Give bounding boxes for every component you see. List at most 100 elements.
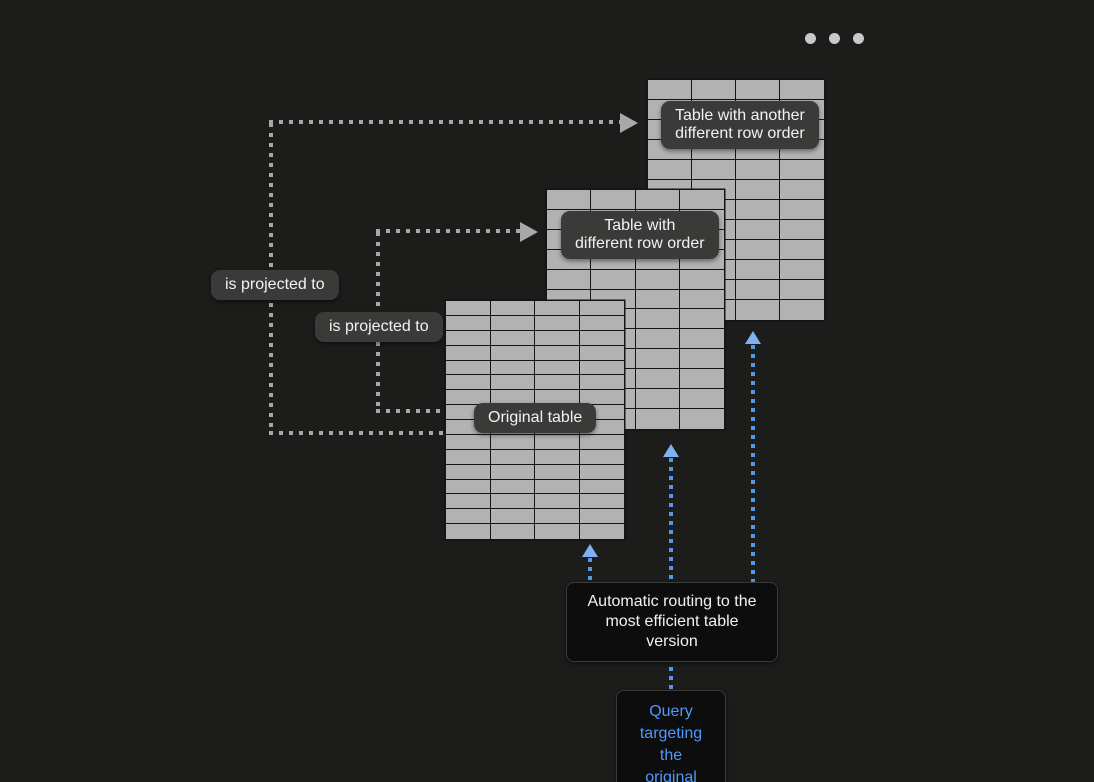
table-cell xyxy=(490,360,535,376)
table-cell xyxy=(579,479,624,495)
label-table-middle: Table with different row order xyxy=(561,211,719,259)
more-options-icon[interactable] xyxy=(805,33,864,44)
table-cell xyxy=(736,80,780,100)
table-cell xyxy=(579,509,624,525)
table-cell xyxy=(635,329,680,350)
table-cell xyxy=(490,479,535,495)
table-cell xyxy=(535,301,580,316)
label-table-original: Original table xyxy=(474,403,597,433)
table-cell xyxy=(579,375,624,391)
table-cell xyxy=(579,390,624,406)
table-cell xyxy=(446,524,491,539)
table-cell xyxy=(679,389,724,410)
table-cell xyxy=(679,269,724,290)
routing-connector-top xyxy=(751,345,755,584)
table-cell xyxy=(692,160,736,180)
table-cell xyxy=(635,369,680,390)
table-cell xyxy=(579,494,624,510)
table-cell xyxy=(679,329,724,350)
table-cell xyxy=(490,449,535,465)
table-cell xyxy=(490,494,535,510)
table-cell xyxy=(780,300,824,320)
table-cell xyxy=(535,524,580,539)
table-cell xyxy=(736,180,780,200)
routing-arrowhead-top-icon xyxy=(745,331,761,344)
table-cell xyxy=(535,449,580,465)
table-cell xyxy=(579,315,624,331)
table-cell xyxy=(535,345,580,361)
table-cell xyxy=(679,289,724,310)
projection-connector-2-bottom xyxy=(376,409,449,413)
table-cell xyxy=(547,190,592,210)
table-cell xyxy=(736,200,780,220)
table-cell xyxy=(490,434,535,450)
projection-arrowhead-2-icon xyxy=(520,222,538,242)
table-cell xyxy=(446,345,491,361)
table-cell xyxy=(736,240,780,260)
projection-arrowhead-1-icon xyxy=(620,113,638,133)
routing-arrowhead-middle-icon xyxy=(663,444,679,457)
table-cell xyxy=(579,345,624,361)
table-cell xyxy=(490,464,535,480)
table-cell xyxy=(579,360,624,376)
table-cell xyxy=(679,349,724,370)
table-cell xyxy=(535,375,580,391)
table-cell xyxy=(780,200,824,220)
table-cell xyxy=(535,360,580,376)
table-cell xyxy=(736,220,780,240)
table-cell xyxy=(780,240,824,260)
table-cell xyxy=(679,309,724,330)
table-cell xyxy=(635,389,680,410)
table-cell xyxy=(579,464,624,480)
table-cell xyxy=(579,330,624,346)
table-cell xyxy=(535,494,580,510)
routing-connector-original xyxy=(588,558,592,584)
table-cell xyxy=(535,464,580,480)
table-cell xyxy=(591,190,636,210)
table-cell xyxy=(490,301,535,316)
label-is-projected-to-2: is projected to xyxy=(315,312,443,342)
table-cell xyxy=(490,315,535,331)
table-cell xyxy=(446,330,491,346)
table-cell xyxy=(446,434,491,450)
table-cell xyxy=(736,260,780,280)
table-cell xyxy=(446,315,491,331)
table-cell xyxy=(490,509,535,525)
table-cell xyxy=(535,330,580,346)
label-query-targeting-original-table: Query targeting the original table xyxy=(616,690,726,782)
table-cell xyxy=(446,375,491,391)
routing-connector-middle xyxy=(669,458,673,584)
table-cell xyxy=(679,190,724,210)
table-cell xyxy=(579,524,624,539)
table-cell xyxy=(547,269,592,290)
table-cell xyxy=(635,309,680,330)
table-cell xyxy=(780,280,824,300)
table-cell xyxy=(579,434,624,450)
projection-connector-1-bottom xyxy=(269,431,451,435)
table-cell xyxy=(736,300,780,320)
table-cell xyxy=(579,301,624,316)
label-table-top: Table with another different row order xyxy=(661,101,819,149)
table-cell xyxy=(635,269,680,290)
table-cell xyxy=(579,449,624,465)
routing-arrowhead-original-icon xyxy=(582,544,598,557)
table-cell xyxy=(446,301,491,316)
table-cell xyxy=(490,330,535,346)
label-automatic-routing: Automatic routing to the most efficient … xyxy=(566,582,778,662)
menu-dot-icon xyxy=(853,33,864,44)
table-cell xyxy=(648,160,692,180)
table-cell xyxy=(535,315,580,331)
table-cell xyxy=(535,479,580,495)
table-cell xyxy=(780,160,824,180)
table-cell xyxy=(635,409,680,429)
label-is-projected-to-1: is projected to xyxy=(211,270,339,300)
projection-connector-2-top xyxy=(376,229,521,233)
table-cell xyxy=(635,190,680,210)
table-cell xyxy=(535,509,580,525)
table-cell xyxy=(446,390,491,406)
table-cell xyxy=(535,434,580,450)
table-cell xyxy=(736,160,780,180)
table-cell xyxy=(446,479,491,495)
table-cell xyxy=(736,280,780,300)
